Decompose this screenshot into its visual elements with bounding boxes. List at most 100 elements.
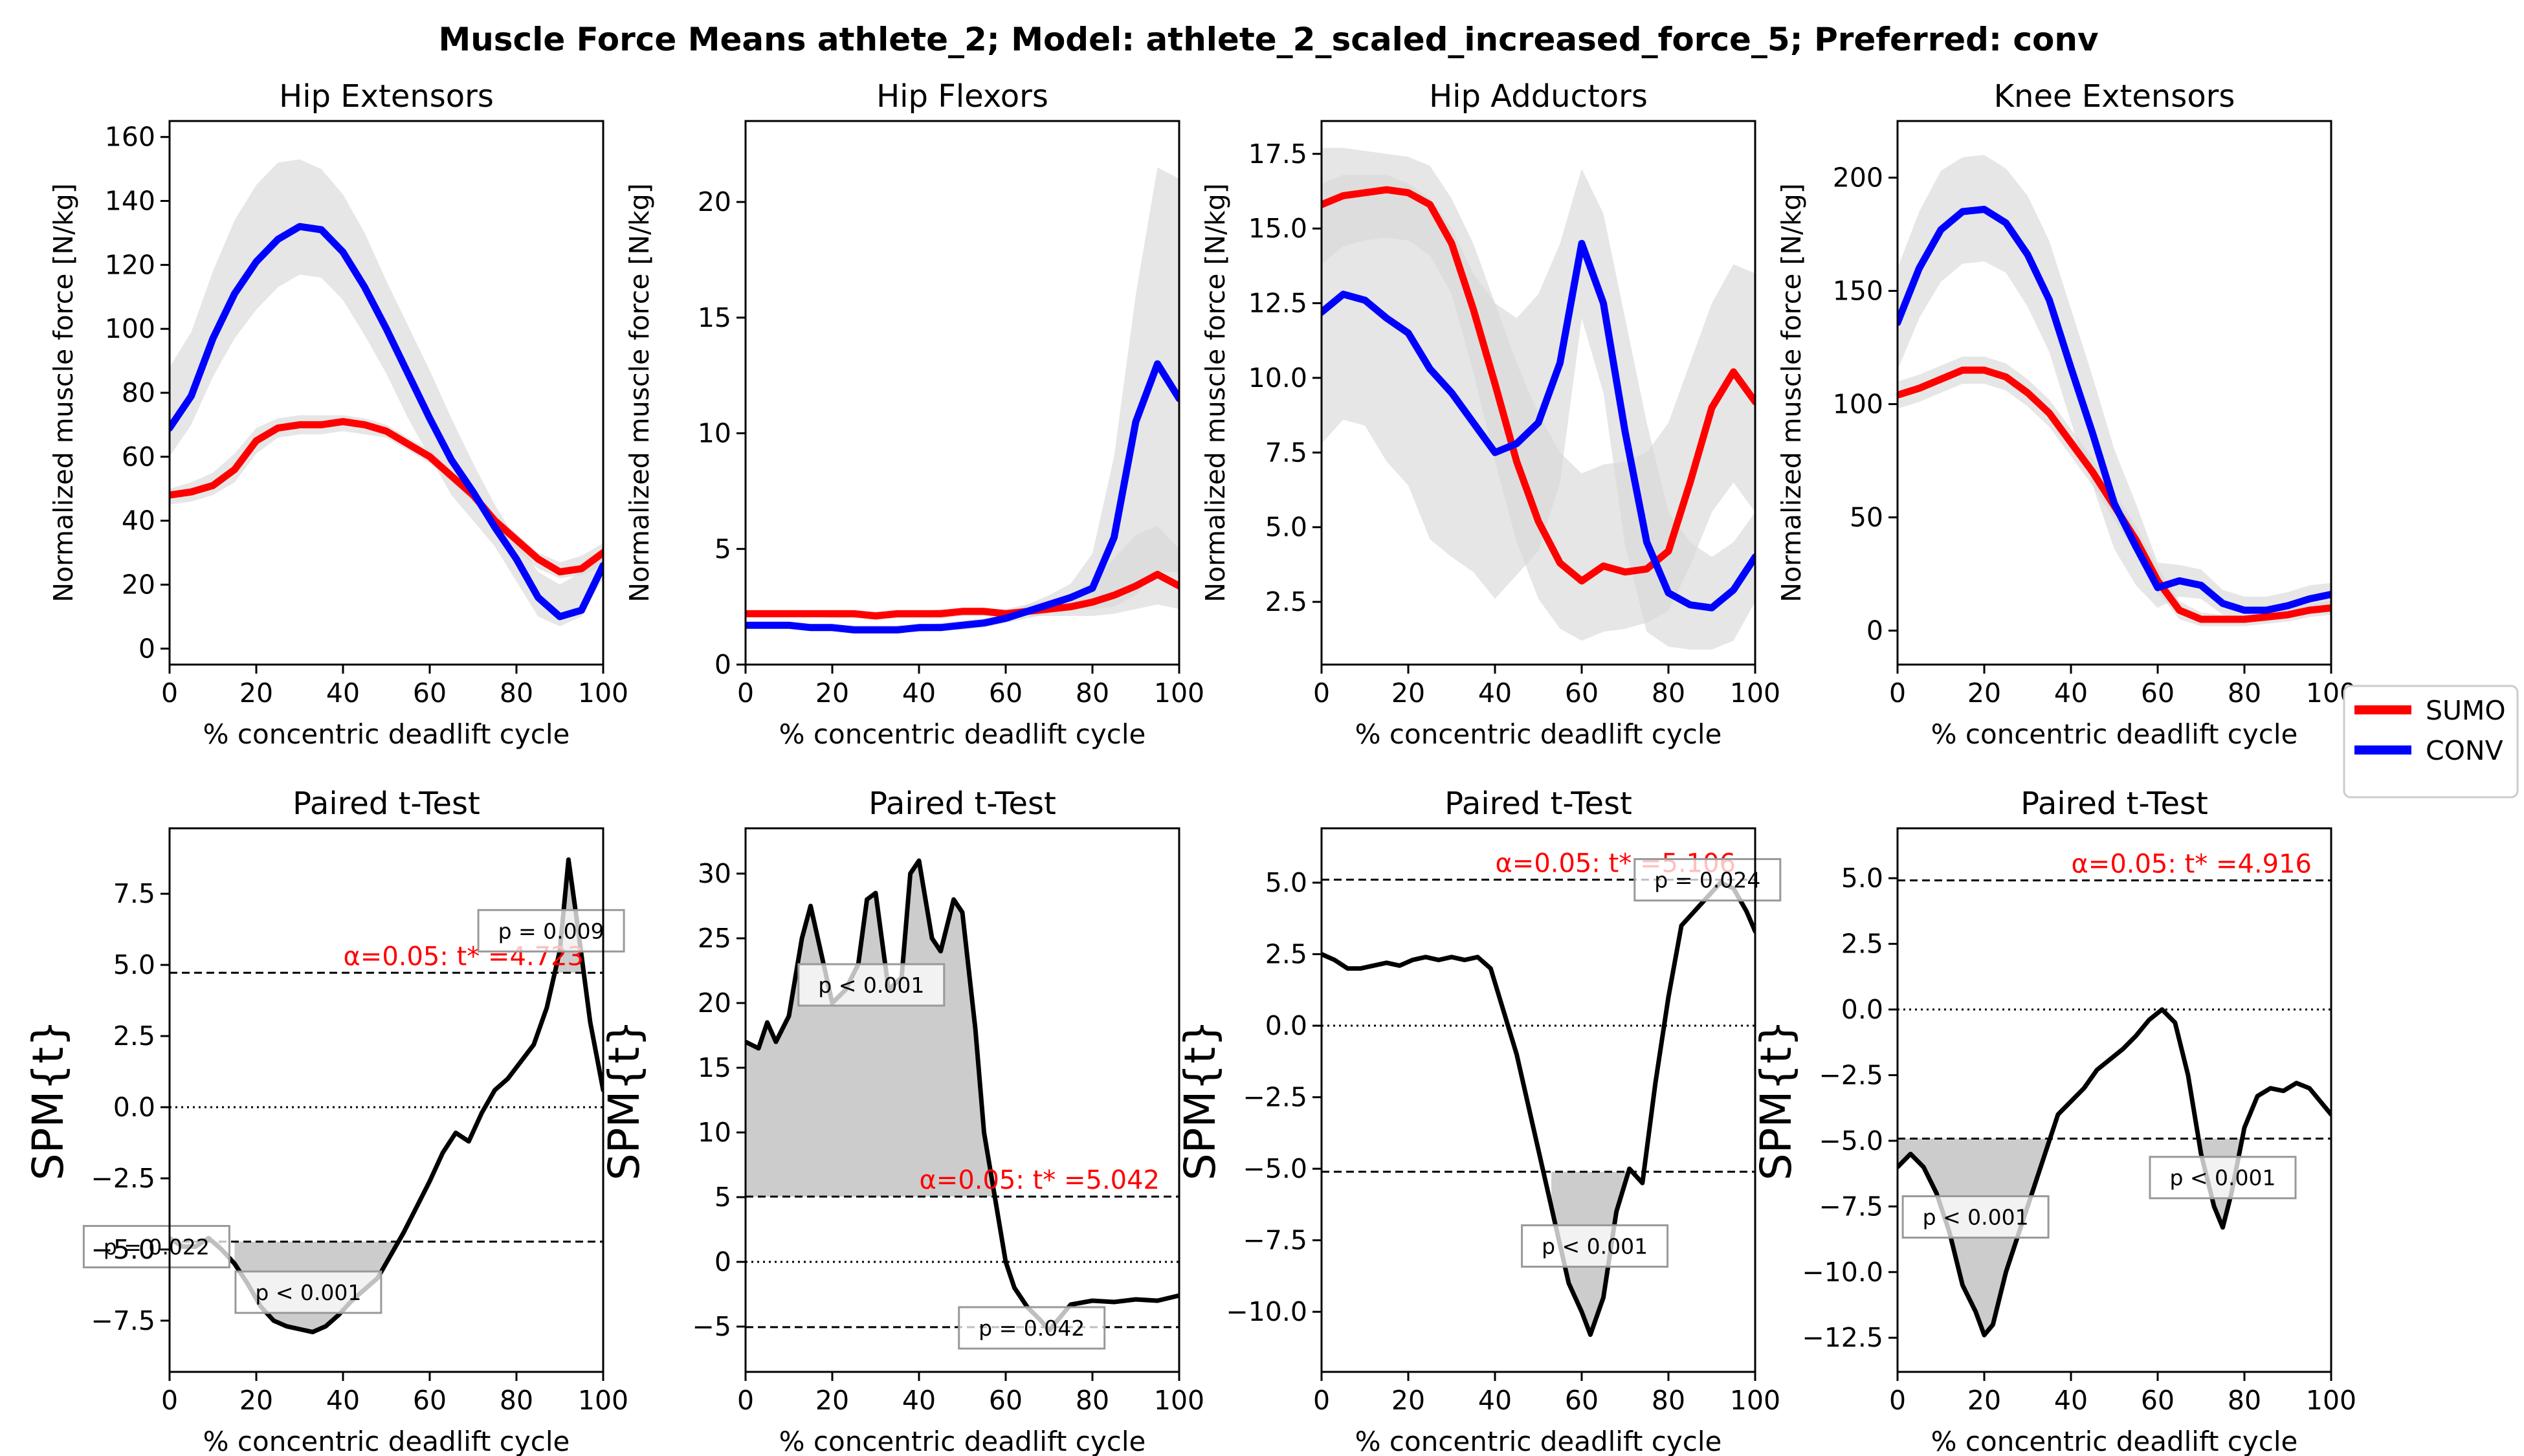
p-value-label-2: p = 0.022 <box>104 1234 210 1259</box>
p-value-box-1 <box>797 963 946 1007</box>
axes-frame <box>1896 827 2332 1373</box>
x-tick-label: 0 <box>161 1385 178 1416</box>
x-tick-label: 40 <box>2054 678 2088 709</box>
x-tick-label: 20 <box>815 678 849 709</box>
y-tick-label: 20 <box>698 987 731 1019</box>
x-tick-label: 40 <box>1478 1385 1512 1416</box>
y-tick-label: 7.5 <box>1265 437 1307 468</box>
panel-title: Hip Extensors <box>279 78 494 115</box>
y-axis-label: SPM{t} <box>23 1020 73 1181</box>
x-tick-label: 60 <box>1565 1385 1599 1416</box>
p-value-box-2 <box>958 1306 1106 1350</box>
y-tick-label: 2.5 <box>1265 586 1307 617</box>
p-value-box-1 <box>1901 1195 2050 1239</box>
x-tick-label: 40 <box>326 1385 360 1416</box>
p-value-box-2 <box>2149 1156 2297 1200</box>
x-tick-label: 80 <box>1652 678 1685 709</box>
y-tick-label: 5.0 <box>113 949 155 980</box>
x-axis-label: % concentric deadlift cycle <box>1931 1426 2298 1456</box>
y-tick-label: −5.0 <box>91 1234 155 1265</box>
y-tick-label: 15 <box>698 1052 731 1083</box>
x-axis-label: % concentric deadlift cycle <box>1931 718 2298 750</box>
figure-suptitle: Muscle Force Means athlete_2; Model: ath… <box>438 21 2098 58</box>
x-axis-label: % concentric deadlift cycle <box>1355 1426 1722 1456</box>
x-tick-label: 100 <box>578 678 628 709</box>
y-tick-label: 0.0 <box>1841 994 1883 1025</box>
x-tick-label: 80 <box>500 1385 533 1416</box>
legend-label-conv: CONV <box>2426 735 2503 766</box>
y-tick-label: −7.5 <box>1243 1225 1307 1256</box>
y-tick-label: 7.5 <box>113 878 155 909</box>
axes-frame <box>1896 120 2332 666</box>
y-tick-label: 40 <box>122 505 155 536</box>
y-axis-label: SPM{t} <box>599 1020 649 1181</box>
x-tick-label: 100 <box>578 1385 628 1416</box>
axes-frame <box>744 120 1180 666</box>
y-tick-label: 30 <box>698 858 731 889</box>
y-tick-label: 0 <box>1866 615 1883 646</box>
x-tick-label: 20 <box>1967 678 2001 709</box>
y-tick-label: 5 <box>714 533 731 564</box>
sd-band-sumo <box>170 415 603 579</box>
y-tick-label: −5 <box>692 1311 731 1342</box>
panel-title: Hip Adductors <box>1429 78 1648 115</box>
y-tick-label: 100 <box>105 313 155 344</box>
panel-title: Hip Flexors <box>876 78 1048 115</box>
panel-force-3: 0 20 40 60 80 100 2.5 5.0 7.5 10.0 12.5 15.0 17.5 Hip… <box>1200 78 1780 750</box>
x-axis-label: % concentric deadlift cycle <box>779 1426 1146 1456</box>
series-line-conv <box>1898 206 2331 614</box>
y-tick-label: 10.0 <box>1248 362 1307 393</box>
plot-area <box>170 159 603 626</box>
x-tick-label: 40 <box>326 678 360 709</box>
y-tick-label: 15 <box>698 302 731 333</box>
axes-frame <box>1320 827 1756 1373</box>
x-tick-label: 0 <box>1889 678 1906 709</box>
sd-band-sumo <box>1898 357 2331 626</box>
y-tick-label: 17.5 <box>1248 138 1307 170</box>
threshold-label: α=0.05: t* =5.042 <box>919 1165 1160 1195</box>
x-tick-label: 60 <box>413 1385 447 1416</box>
x-axis-label: % concentric deadlift cycle <box>203 718 570 750</box>
y-tick-label: 25 <box>698 923 731 954</box>
x-tick-label: 20 <box>239 678 273 709</box>
series-line-sumo <box>1322 186 1755 585</box>
p-value-label-1: p < 0.001 <box>1923 1205 2029 1230</box>
y-tick-label: 150 <box>1833 276 1883 307</box>
y-tick-label: 20 <box>122 569 155 600</box>
x-tick-label: 100 <box>1154 678 1204 709</box>
x-tick-label: 100 <box>1730 1385 1780 1416</box>
y-tick-label: 5 <box>714 1182 731 1213</box>
y-tick-label: 5.0 <box>1265 867 1307 898</box>
x-tick-label: 80 <box>1076 1385 1109 1416</box>
x-axis-label: % concentric deadlift cycle <box>779 718 1146 750</box>
x-tick-label: 80 <box>2228 1385 2261 1416</box>
x-tick-label: 60 <box>2141 678 2175 709</box>
x-tick-label: 40 <box>1478 678 1512 709</box>
y-tick-label: 0 <box>714 1246 731 1277</box>
panel-title: Paired t-Test <box>2020 786 2208 822</box>
y-tick-label: 140 <box>105 186 155 217</box>
x-tick-label: 40 <box>902 678 936 709</box>
y-tick-label: −5.0 <box>1819 1125 1883 1156</box>
axes-frame <box>168 827 604 1373</box>
y-tick-label: 2.5 <box>1841 929 1883 960</box>
y-tick-label: 120 <box>105 249 155 280</box>
x-tick-label: 20 <box>815 1385 849 1416</box>
series-line-conv <box>1322 239 1755 612</box>
x-tick-label: 100 <box>1154 1385 1204 1416</box>
panel-title: Knee Extensors <box>1994 78 2235 115</box>
y-tick-label: 200 <box>1833 162 1883 193</box>
panel-force-2: 0 20 40 60 80 100 0 5 10 15 20 Hip Flexors % concent… <box>624 78 1204 750</box>
y-tick-label: −10.0 <box>1802 1257 1883 1288</box>
panel-spm-2: α=0.05: t* =5.042 p < 0.001 p = 0.042 0 20 40… <box>599 786 1204 1456</box>
y-tick-label: 10 <box>698 1117 731 1148</box>
p-value-box-1 <box>477 909 625 953</box>
sd-band-conv <box>746 167 1179 632</box>
x-tick-label: 100 <box>1730 678 1780 709</box>
y-tick-label: 5.0 <box>1265 512 1307 543</box>
panel-title: Paired t-Test <box>1445 786 1632 822</box>
spm-curve <box>1898 1007 2331 1338</box>
x-tick-label: 60 <box>413 678 447 709</box>
